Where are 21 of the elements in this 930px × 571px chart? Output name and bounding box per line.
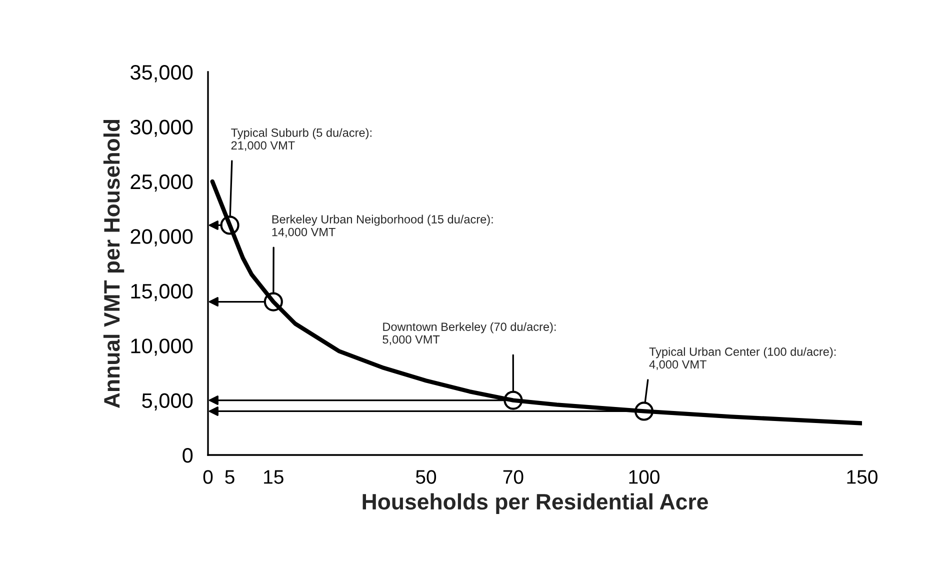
x-tick-label: 150 bbox=[847, 470, 878, 484]
annotation: Berkeley Urban Neigborhood (15 du/acre): 14,000 VMT bbox=[272, 214, 493, 238]
x-axis-title: Households per Residential Acre bbox=[362, 493, 708, 514]
y-tick-label: 30,000 bbox=[130, 120, 193, 137]
x-tick-label: 15 bbox=[264, 470, 284, 484]
x-tick-label: 50 bbox=[416, 470, 436, 484]
y-axis-title: Annual VMT per Household bbox=[103, 120, 124, 408]
annotation: Typical Suburb (5 du/acre): 21,000 VMT bbox=[231, 128, 372, 151]
annotation: Typical Urban Center (100 du/acre): 4,000 VMT bbox=[649, 347, 836, 370]
y-tick-label: 35,000 bbox=[130, 65, 193, 82]
annotation: Downtown Berkeley (70 du/acre): 5,000 VMT bbox=[382, 322, 556, 346]
y-tick-label: 5,000 bbox=[142, 393, 193, 410]
y-tick-label: 0 bbox=[182, 448, 193, 463]
y-tick-label: 10,000 bbox=[131, 338, 193, 356]
x-tick-label: 100 bbox=[629, 470, 660, 484]
y-tick-label: 25,000 bbox=[130, 174, 193, 192]
x-tick-label: 5 bbox=[225, 470, 234, 484]
y-tick-label: 20,000 bbox=[130, 229, 193, 246]
y-tick-label: 15,000 bbox=[131, 284, 193, 302]
x-tick-label: 0 bbox=[203, 470, 213, 484]
x-tick-label: 70 bbox=[503, 470, 524, 484]
